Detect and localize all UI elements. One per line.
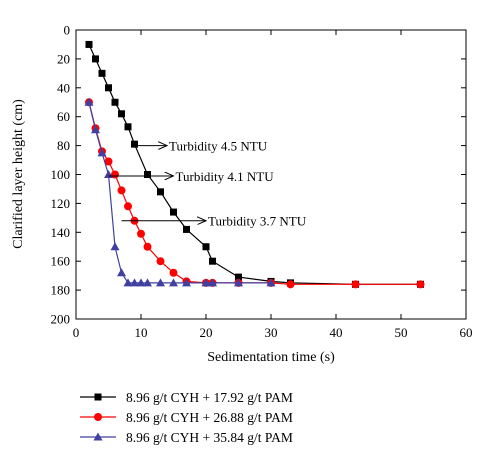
data-point xyxy=(105,84,112,92)
legend-marker xyxy=(94,393,102,401)
legend: 8.96 g/t CYH + 17.92 g/t PAM 8.96 g/t CYH… xyxy=(80,390,293,445)
y-tick-label: 40 xyxy=(57,80,70,95)
x-tick-label: 60 xyxy=(460,325,473,340)
data-point xyxy=(169,278,178,287)
legend-item: 8.96 g/t CYH + 26.88 g/t PAM xyxy=(80,410,293,425)
y-tick-label: 60 xyxy=(57,109,70,124)
data-point xyxy=(286,280,295,289)
data-point xyxy=(416,280,425,289)
data-point xyxy=(136,278,146,287)
series-3 xyxy=(84,97,276,287)
x-tick-label: 40 xyxy=(330,325,343,340)
data-point xyxy=(156,278,165,287)
y-tick-label: 140 xyxy=(51,225,71,240)
data-point xyxy=(182,278,191,287)
data-point xyxy=(124,202,132,211)
data-point xyxy=(351,280,360,289)
legend-item: 8.96 g/t CYH + 35.84 g/t PAM xyxy=(80,430,293,445)
y-tick-label: 80 xyxy=(57,138,70,153)
y-tick-label: 20 xyxy=(57,51,70,66)
data-point xyxy=(266,278,276,287)
legend-label: 8.96 g/t CYH + 17.92 g/t PAM xyxy=(126,390,293,405)
data-point xyxy=(104,157,113,166)
data-point xyxy=(201,278,211,287)
data-point xyxy=(143,242,152,251)
data-point xyxy=(92,55,99,63)
data-point xyxy=(235,273,242,281)
legend-marker xyxy=(94,413,102,421)
data-point xyxy=(124,123,132,131)
data-point xyxy=(91,125,100,134)
data-point xyxy=(137,229,145,238)
axis-ticks: 0 10 20 30 40 50 60 0 20 40 60 80 100 120 140 160 180 200 xyxy=(51,23,473,341)
data-point xyxy=(111,98,119,106)
x-tick-label: 30 xyxy=(265,325,278,340)
data-point xyxy=(111,170,119,179)
data-point xyxy=(169,268,178,277)
data-point xyxy=(183,225,190,233)
data-point xyxy=(117,186,126,195)
legend-label: 8.96 g/t CYH + 35.84 g/t PAM xyxy=(126,430,293,445)
x-tick-label: 10 xyxy=(135,325,148,340)
data-point xyxy=(209,257,216,265)
series-line xyxy=(88,102,421,285)
annotation-label: Turbidity 3.7 NTU xyxy=(208,214,307,229)
y-tick-label: 160 xyxy=(51,254,71,269)
annotation-label: Turbidity 4.5 NTU xyxy=(169,139,268,154)
data-point xyxy=(118,110,125,118)
series-line xyxy=(88,102,271,284)
data-point xyxy=(156,257,165,266)
series-line xyxy=(88,44,421,285)
y-axis-label: Clarified layer height (cm) xyxy=(11,99,26,249)
annotations-layer: Turbidity 4.5 NTU Turbidity 4.1 NTU Turbid… xyxy=(108,139,307,229)
data-point xyxy=(97,148,107,157)
series-2 xyxy=(85,98,425,289)
x-tick-label: 0 xyxy=(73,325,80,340)
data-point xyxy=(208,278,217,287)
annotation-label: Turbidity 4.1 NTU xyxy=(176,169,275,184)
y-tick-label: 180 xyxy=(51,283,71,298)
series-1 xyxy=(85,40,424,288)
x-tick-label: 20 xyxy=(200,325,213,340)
legend-label: 8.96 g/t CYH + 26.88 g/t PAM xyxy=(126,410,293,425)
data-point xyxy=(143,278,152,287)
data-point xyxy=(157,188,164,196)
data-point xyxy=(110,242,120,251)
data-point xyxy=(130,278,139,287)
data-point xyxy=(98,69,106,77)
series-layer xyxy=(84,40,425,289)
data-point xyxy=(202,243,210,251)
legend-marker xyxy=(93,432,103,441)
x-axis-label: Sedimentation time (s) xyxy=(207,350,335,365)
data-point xyxy=(170,208,177,216)
data-point xyxy=(117,268,126,277)
legend-item: 8.96 g/t CYH + 17.92 g/t PAM xyxy=(80,390,293,405)
y-tick-label: 200 xyxy=(51,312,71,327)
y-tick-label: 120 xyxy=(51,196,71,211)
x-tick-label: 50 xyxy=(395,325,408,340)
data-point xyxy=(144,171,151,178)
y-tick-label: 0 xyxy=(64,23,71,38)
data-point xyxy=(84,97,94,106)
data-point xyxy=(131,140,138,148)
data-point xyxy=(123,278,133,287)
y-tick-label: 100 xyxy=(51,167,71,182)
data-point xyxy=(85,40,93,48)
data-point xyxy=(234,278,243,287)
